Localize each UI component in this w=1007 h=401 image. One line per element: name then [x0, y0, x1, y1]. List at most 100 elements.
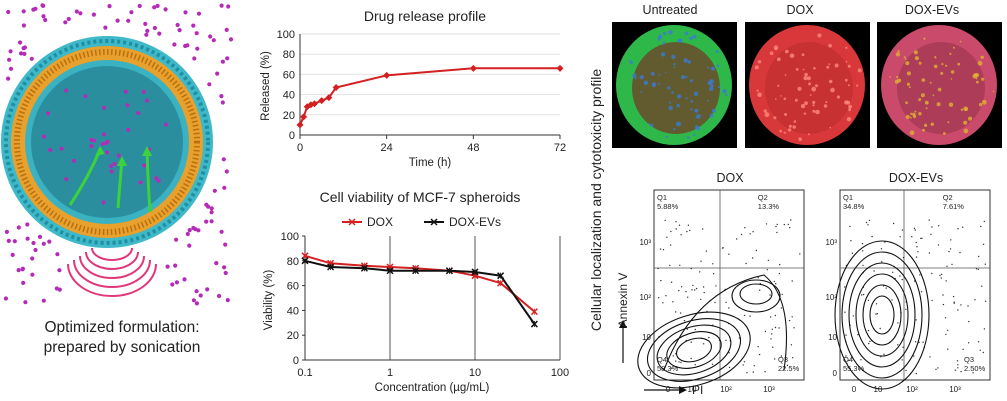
event-dot: [786, 364, 789, 367]
event-dot: [962, 226, 964, 228]
drug-dot: [23, 300, 28, 305]
nucleus-dot: [903, 56, 906, 59]
outer-head-beads: [4, 39, 210, 245]
nucleus-dot: [668, 105, 673, 111]
nucleus-dot: [826, 65, 830, 69]
nucleus-dot: [952, 46, 955, 49]
encapsulated-drug: [41, 88, 168, 205]
drug-dot: [30, 272, 35, 277]
event-dot: [915, 319, 917, 321]
quadrant-label: Q1: [843, 193, 853, 202]
nucleus-dot: [897, 78, 902, 83]
event-dot: [956, 360, 959, 362]
nucleus-dot: [784, 113, 788, 116]
nucleus-dot: [992, 90, 995, 93]
event-dot: [938, 225, 940, 227]
event-dot: [758, 353, 761, 356]
release-series: [296, 64, 564, 129]
nucleus-dot: [716, 64, 720, 68]
nucleus-dot: [921, 78, 926, 82]
density-contours: [834, 240, 930, 390]
event-dot: [982, 351, 984, 354]
event-dot: [931, 299, 933, 302]
nucleus-dot: [856, 84, 859, 87]
event-dot: [974, 299, 976, 301]
event-dot: [665, 295, 667, 297]
micrograph-untreated: [612, 22, 737, 148]
event-dot: [721, 247, 724, 249]
event-dot: [869, 340, 871, 343]
drug-dot: [196, 11, 202, 16]
nucleus-dot: [681, 75, 685, 80]
release-x-tick: 48: [467, 142, 479, 154]
viability-y-tick: 20: [287, 330, 299, 342]
event-dot: [984, 300, 987, 302]
drug-dot: [211, 38, 216, 43]
nucleus-dot: [756, 89, 759, 92]
drug-dot-inner: [136, 111, 141, 116]
drug-dot: [115, 18, 120, 23]
drug-dot-inner: [64, 177, 69, 182]
nucleus-dot: [671, 54, 676, 60]
release-point: [325, 94, 333, 102]
drug-dot: [220, 59, 225, 64]
annexin-arrowhead: [619, 320, 627, 328]
drug-dot: [212, 188, 217, 193]
nucleus-dot: [776, 57, 781, 62]
event-dot: [742, 364, 744, 366]
event-dot: [845, 334, 847, 336]
nucleus-dot: [950, 70, 955, 74]
drug-dot: [165, 264, 170, 269]
drug-dot: [222, 265, 227, 270]
event-dot: [921, 237, 923, 239]
event-dot: [914, 229, 916, 231]
nucleus-dot: [710, 84, 714, 88]
nucleus-dot: [661, 52, 666, 57]
event-dot: [920, 237, 922, 240]
quadrant-label: Q3: [778, 355, 788, 364]
annexin-label: Annexin V: [616, 273, 630, 328]
event-dot: [683, 319, 686, 322]
quadrant-label: Q2: [943, 193, 953, 202]
contour-ring: [848, 262, 916, 368]
event-dot: [711, 363, 714, 365]
nucleus-dot: [936, 102, 941, 107]
event-dot: [686, 328, 688, 330]
legend-dox-marker: [348, 218, 356, 226]
drug-dot: [30, 256, 35, 261]
release-chart-title: Drug release profile: [364, 8, 486, 24]
drug-dot-inner: [104, 141, 109, 145]
drug-dot: [193, 227, 198, 232]
drug-dot: [214, 261, 219, 266]
drug-dot: [143, 21, 148, 26]
release-point: [310, 100, 318, 108]
event-dot: [694, 328, 696, 331]
quadrant-value: 55.3%: [843, 364, 865, 373]
nucleus-dot: [846, 100, 851, 105]
nucleus-dot: [685, 97, 688, 100]
nucleus-dot: [684, 31, 689, 36]
nucleus-dot: [801, 53, 805, 57]
nucleus-dot: [828, 43, 832, 48]
flow-x-tick: 10³: [763, 385, 775, 394]
event-dot: [678, 289, 680, 292]
nucleus-dot: [783, 131, 786, 134]
event-dot: [952, 295, 955, 298]
drug-dot: [183, 10, 188, 15]
nucleus-dot: [980, 55, 984, 59]
release-y-tick: 80: [283, 49, 295, 61]
caption-line-2: prepared by sonication: [43, 339, 201, 356]
event-dot: [689, 229, 691, 232]
nucleus-dot: [676, 121, 681, 127]
event-dot: [982, 243, 985, 245]
event-dot: [674, 353, 677, 355]
drug-dot-inner: [138, 180, 143, 185]
release-point: [296, 121, 304, 129]
nucleus-dot: [937, 87, 942, 92]
nucleus-dot: [960, 108, 964, 111]
event-dot: [948, 250, 950, 253]
event-dot: [714, 301, 716, 304]
drug-dot-inner: [72, 158, 77, 163]
event-dot: [957, 228, 959, 230]
release-point: [307, 101, 315, 109]
